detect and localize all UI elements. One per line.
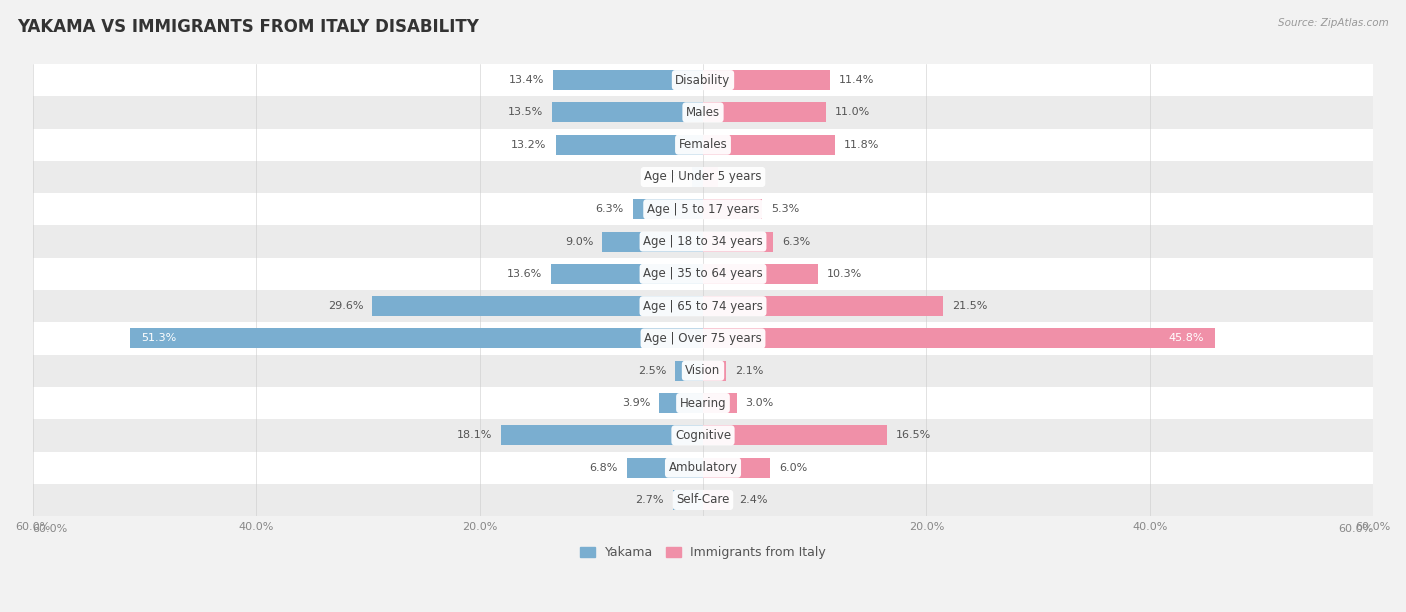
Text: 13.6%: 13.6% (506, 269, 543, 279)
Text: Self-Care: Self-Care (676, 493, 730, 507)
Text: Males: Males (686, 106, 720, 119)
Bar (692, 167, 703, 187)
Text: 2.4%: 2.4% (738, 495, 768, 505)
Text: Age | 18 to 34 years: Age | 18 to 34 years (643, 235, 763, 248)
Bar (703, 135, 835, 155)
Text: 21.5%: 21.5% (952, 301, 987, 311)
Text: 6.0%: 6.0% (779, 463, 807, 472)
Text: 2.5%: 2.5% (638, 366, 666, 376)
Bar (703, 102, 825, 122)
Bar (703, 458, 770, 478)
Bar (555, 135, 703, 155)
Text: Hearing: Hearing (679, 397, 727, 409)
Text: Age | 35 to 64 years: Age | 35 to 64 years (643, 267, 763, 280)
Bar (554, 70, 703, 90)
Text: 1.3%: 1.3% (727, 172, 755, 182)
Bar (32, 419, 1374, 452)
Bar (602, 231, 703, 252)
Text: Age | 65 to 74 years: Age | 65 to 74 years (643, 300, 763, 313)
Text: 60.0%: 60.0% (1339, 524, 1374, 534)
Text: Age | Over 75 years: Age | Over 75 years (644, 332, 762, 345)
Text: 10.3%: 10.3% (827, 269, 862, 279)
Bar (32, 452, 1374, 484)
Bar (32, 64, 1374, 96)
Bar (703, 425, 887, 446)
Bar (703, 329, 1215, 348)
Bar (659, 393, 703, 413)
Bar (703, 167, 717, 187)
Bar (703, 264, 818, 284)
Bar (551, 264, 703, 284)
Text: Cognitive: Cognitive (675, 429, 731, 442)
Text: 29.6%: 29.6% (328, 301, 363, 311)
Bar (32, 161, 1374, 193)
Text: 6.3%: 6.3% (595, 204, 624, 214)
Text: Age | Under 5 years: Age | Under 5 years (644, 171, 762, 184)
Text: 6.3%: 6.3% (782, 237, 811, 247)
Text: YAKAMA VS IMMIGRANTS FROM ITALY DISABILITY: YAKAMA VS IMMIGRANTS FROM ITALY DISABILI… (17, 18, 479, 36)
Bar (703, 490, 730, 510)
Bar (703, 360, 727, 381)
Text: 13.2%: 13.2% (512, 140, 547, 150)
Bar (703, 393, 737, 413)
Bar (129, 329, 703, 348)
Text: 45.8%: 45.8% (1168, 334, 1204, 343)
Text: 2.7%: 2.7% (636, 495, 664, 505)
Bar (703, 200, 762, 219)
Bar (703, 296, 943, 316)
Text: Source: ZipAtlas.com: Source: ZipAtlas.com (1278, 18, 1389, 28)
Legend: Yakama, Immigrants from Italy: Yakama, Immigrants from Italy (575, 541, 831, 564)
Text: Females: Females (679, 138, 727, 151)
Text: 13.4%: 13.4% (509, 75, 544, 85)
Bar (675, 360, 703, 381)
Text: 1.0%: 1.0% (655, 172, 683, 182)
Text: 11.0%: 11.0% (835, 107, 870, 118)
Bar (703, 231, 773, 252)
Text: Age | 5 to 17 years: Age | 5 to 17 years (647, 203, 759, 216)
Bar (673, 490, 703, 510)
Bar (32, 225, 1374, 258)
Bar (32, 258, 1374, 290)
Bar (32, 387, 1374, 419)
Bar (553, 102, 703, 122)
Text: 9.0%: 9.0% (565, 237, 593, 247)
Text: 11.8%: 11.8% (844, 140, 879, 150)
Text: 3.9%: 3.9% (621, 398, 651, 408)
Bar (32, 290, 1374, 323)
Text: 11.4%: 11.4% (839, 75, 875, 85)
Text: 13.5%: 13.5% (508, 107, 543, 118)
Bar (32, 354, 1374, 387)
Bar (32, 96, 1374, 129)
Text: 18.1%: 18.1% (457, 430, 492, 441)
Text: 3.0%: 3.0% (745, 398, 773, 408)
Bar (32, 193, 1374, 225)
Bar (32, 484, 1374, 516)
Bar (501, 425, 703, 446)
Text: 16.5%: 16.5% (896, 430, 932, 441)
Bar (32, 323, 1374, 354)
Bar (703, 70, 831, 90)
Text: Ambulatory: Ambulatory (668, 461, 738, 474)
Text: 2.1%: 2.1% (735, 366, 763, 376)
Text: 5.3%: 5.3% (770, 204, 800, 214)
Text: 60.0%: 60.0% (32, 524, 67, 534)
Bar (32, 129, 1374, 161)
Text: Vision: Vision (685, 364, 721, 377)
Bar (373, 296, 703, 316)
Bar (633, 200, 703, 219)
Bar (627, 458, 703, 478)
Text: 51.3%: 51.3% (141, 334, 176, 343)
Text: 6.8%: 6.8% (589, 463, 619, 472)
Text: Disability: Disability (675, 73, 731, 87)
